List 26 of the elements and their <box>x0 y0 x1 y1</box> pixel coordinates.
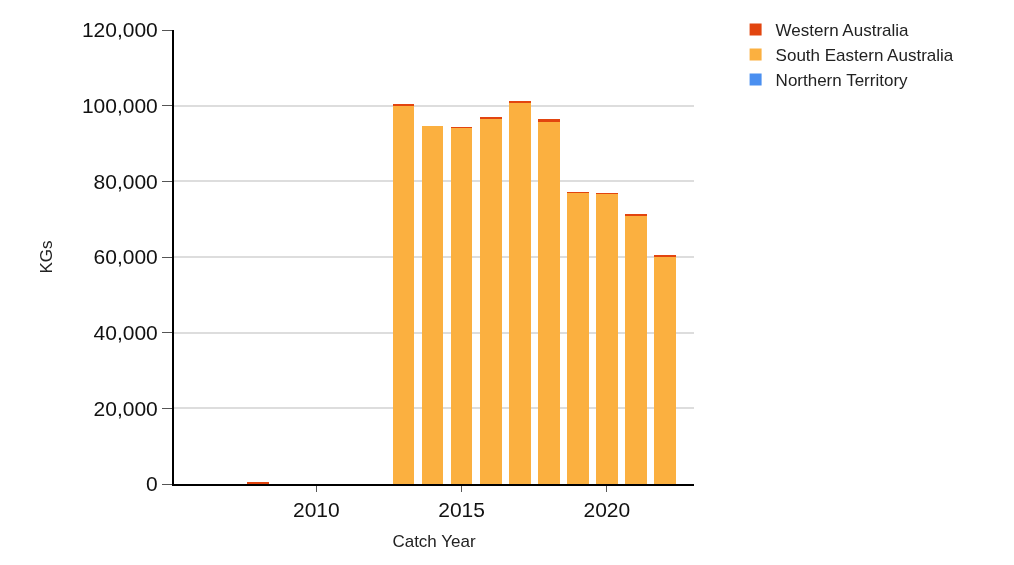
bar <box>566 192 589 484</box>
bar <box>537 121 560 484</box>
bar <box>479 118 502 484</box>
bar <box>537 119 560 122</box>
y-tick-label: 60,000 <box>93 245 158 269</box>
y-tick-label: 20,000 <box>93 396 158 420</box>
x-tick-label: 2020 <box>583 498 631 522</box>
x-tick-label: 2015 <box>438 498 485 522</box>
x-axis-title: Catch Year <box>392 532 476 552</box>
y-axis-title: KGs <box>36 240 56 274</box>
legend-label: Western Australia <box>775 21 910 41</box>
y-tick-label: 80,000 <box>93 169 158 193</box>
bar <box>421 126 444 484</box>
y-tick-label: 100,000 <box>81 94 158 118</box>
x-tick-label: 2010 <box>292 498 340 522</box>
legend-label: South Eastern Australia <box>775 46 954 66</box>
y-tick-label: 120,000 <box>81 18 158 42</box>
legend-label: Northern Territory <box>775 71 909 91</box>
y-tick-label: 0 <box>146 472 158 496</box>
y-tick-label: 40,000 <box>93 321 158 345</box>
bar <box>625 215 647 484</box>
bar <box>508 102 531 484</box>
bar <box>654 256 676 484</box>
bar <box>450 127 473 484</box>
bar <box>392 105 415 484</box>
bar <box>595 193 618 484</box>
